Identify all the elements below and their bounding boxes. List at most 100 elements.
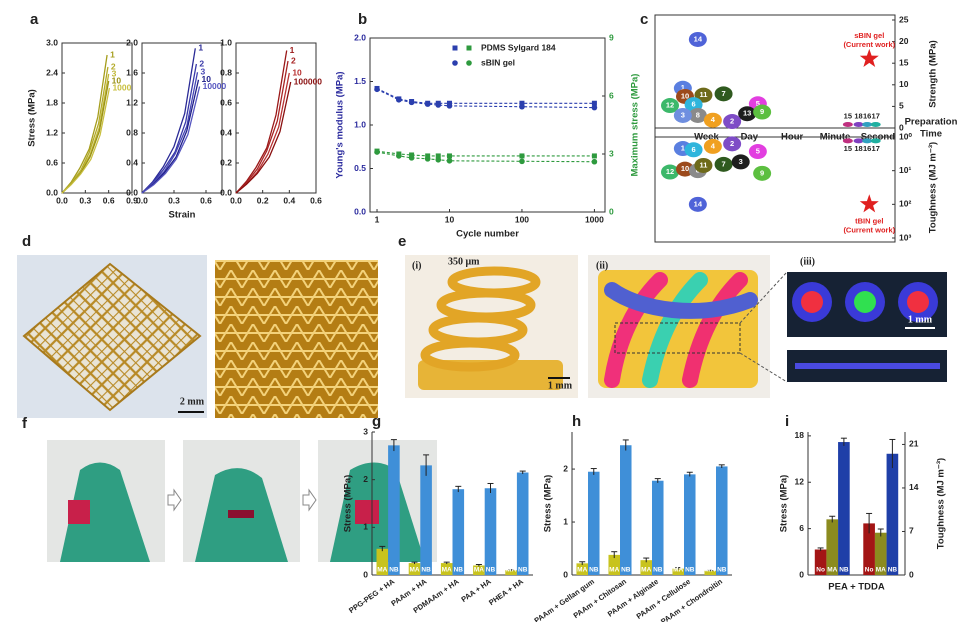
cross-sections — [792, 282, 938, 322]
point — [753, 165, 772, 181]
y-tick-label: 6 — [799, 523, 804, 533]
point-label: 10 — [681, 91, 689, 100]
marker — [435, 153, 441, 159]
series-label: 2 — [199, 58, 204, 68]
bar-label: MA — [609, 567, 619, 574]
x-tick-label: 0.6 — [310, 195, 322, 205]
series-label: 3 — [200, 67, 205, 77]
point-label: 9 — [760, 107, 764, 116]
point-label: 11 — [699, 160, 707, 169]
bar-label: NB — [589, 567, 599, 574]
panel-label: b — [358, 11, 367, 28]
marker — [374, 86, 380, 93]
series-label: 10 — [112, 75, 122, 85]
bar — [838, 442, 850, 575]
bar-label: NB — [839, 567, 849, 574]
y-tick-label: 0.0 — [46, 187, 58, 197]
y2-tick-label: 21 — [909, 439, 919, 449]
point — [703, 112, 722, 128]
panel-label: c — [640, 11, 648, 28]
y-tick-label: 1.0 — [354, 119, 366, 129]
x-tick-label: PAAm + Cellulose — [635, 577, 692, 621]
marker — [446, 153, 452, 159]
annotation: tBIN gel — [855, 216, 883, 225]
point-label: 10 — [681, 164, 689, 173]
point-label: 15 — [844, 112, 852, 121]
panel-label: d — [22, 233, 31, 250]
sub-label: (iii) — [800, 256, 815, 267]
marker — [408, 155, 415, 161]
y-axis-label: Young's modulus (MPa) — [335, 71, 346, 178]
y2-tick-label: 9 — [609, 32, 614, 42]
point-label: 16 — [863, 144, 871, 153]
bar — [704, 570, 716, 575]
series-line — [235, 72, 290, 194]
series-line — [235, 81, 292, 194]
bar-label: NB — [486, 567, 496, 574]
point — [842, 122, 853, 128]
y-tick-label: 0.4 — [220, 127, 232, 137]
marker — [396, 96, 402, 103]
y-tick-label: 1 — [363, 522, 368, 532]
marker — [591, 158, 598, 165]
bar — [608, 554, 620, 575]
bar — [388, 445, 400, 575]
sub-label: (ii) — [596, 260, 608, 271]
panel-label: i — [785, 413, 789, 430]
point — [753, 104, 772, 120]
photo-d2 — [215, 260, 378, 418]
point-label: 16 — [863, 112, 871, 121]
point-label: 3 — [739, 157, 743, 166]
bar-label: MA — [577, 567, 587, 574]
y-tick-label: 0 — [563, 569, 568, 579]
x-axis-label: PEA + TDDA — [828, 582, 885, 593]
zoom-line — [739, 352, 788, 383]
annotation: (Current work) — [843, 40, 895, 49]
y-tick-label: 2 — [363, 474, 368, 484]
x-tick-label: 0.3 — [168, 195, 180, 205]
point — [853, 138, 864, 144]
point — [688, 196, 707, 212]
marker — [591, 100, 597, 106]
legend-marker — [452, 45, 458, 51]
scale-text: 2 mm — [180, 396, 205, 407]
bar — [440, 563, 453, 575]
y-tick-label: 0.6 — [46, 157, 58, 167]
series-label: 3 — [112, 68, 117, 78]
bar-label: No — [865, 567, 874, 574]
bar — [484, 488, 497, 575]
point — [661, 164, 679, 180]
lattice — [22, 262, 202, 412]
point-label: 12 — [666, 101, 674, 110]
y-tick-label: 3 — [363, 426, 368, 436]
bar-label: NB — [888, 567, 898, 574]
bar — [588, 471, 600, 575]
bar — [640, 560, 652, 575]
bar-label: MA — [705, 567, 715, 574]
marker — [435, 157, 442, 163]
y-tick-label: 0 — [799, 569, 804, 579]
plot-frame — [141, 42, 223, 194]
bar — [826, 519, 839, 575]
bar — [620, 445, 632, 575]
bar — [814, 549, 827, 575]
panel-label: e — [398, 233, 406, 250]
point — [738, 106, 757, 122]
point-label: 18 — [854, 112, 862, 121]
panel-label: f — [22, 415, 28, 432]
bar — [408, 563, 421, 575]
x-tick-label: 0.3 — [79, 195, 91, 205]
series-label: 1 — [290, 45, 295, 55]
marker — [408, 99, 415, 106]
marker — [519, 158, 525, 165]
point-label: 2 — [730, 117, 734, 126]
y-tick-label: 0.4 — [126, 157, 138, 167]
photo-f — [47, 440, 437, 562]
series-label: 2 — [291, 55, 296, 65]
point — [688, 31, 707, 47]
x-tick-label: 10 — [445, 214, 455, 224]
point-label: 11 — [699, 90, 707, 99]
y-tick-label: 1.6 — [126, 67, 138, 77]
y-tick-label: 0 — [363, 569, 368, 579]
marker — [424, 156, 431, 162]
